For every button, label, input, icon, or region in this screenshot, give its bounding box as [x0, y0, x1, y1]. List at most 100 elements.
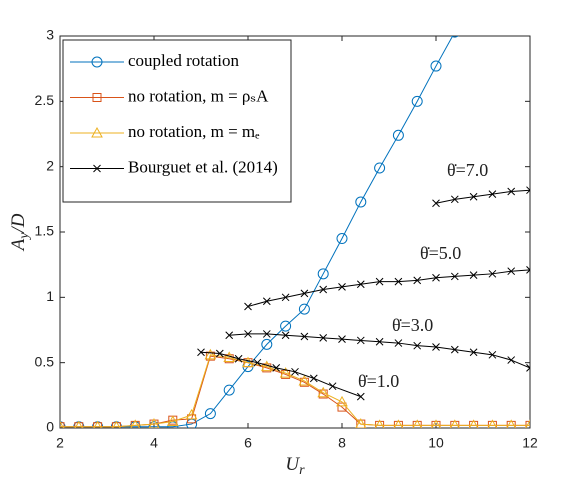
marker	[93, 164, 101, 173]
marker	[272, 364, 281, 372]
y-tick-label: 0	[46, 419, 54, 435]
y-label-rest: /D	[8, 213, 29, 233]
marker	[449, 419, 460, 428]
marker	[280, 320, 292, 332]
marker	[488, 350, 497, 359]
marker	[60, 420, 65, 428]
marker	[392, 129, 404, 141]
y-tick-label: 2	[46, 157, 54, 173]
marker	[298, 303, 310, 315]
marker	[488, 269, 497, 278]
marker	[412, 419, 423, 428]
marker	[244, 330, 252, 338]
annotation: θ̇=5.0	[420, 243, 461, 263]
marker	[413, 276, 422, 285]
marker	[488, 190, 497, 198]
marker	[291, 367, 299, 376]
marker	[525, 419, 530, 428]
marker	[309, 374, 318, 383]
legend-label: coupled rotation	[128, 51, 239, 70]
marker	[374, 419, 385, 428]
marker	[112, 420, 121, 428]
marker	[355, 196, 367, 208]
marker	[298, 374, 311, 386]
x-tick-label: 12	[522, 435, 538, 451]
marker	[432, 273, 440, 282]
marker	[91, 56, 103, 68]
marker	[148, 418, 160, 428]
marker	[262, 297, 271, 306]
marker	[356, 336, 365, 345]
y-tick-label: 0.5	[35, 353, 55, 369]
marker	[375, 277, 384, 286]
marker	[204, 348, 217, 360]
marker	[356, 392, 365, 401]
marker	[130, 419, 141, 428]
marker	[338, 283, 346, 291]
y-label-base: A	[8, 238, 29, 252]
marker	[261, 338, 273, 350]
y-tick-label: 3	[46, 27, 54, 43]
marker	[185, 408, 198, 420]
marker	[244, 302, 252, 311]
marker	[355, 418, 367, 428]
marker	[91, 126, 103, 138]
marker	[93, 420, 102, 428]
marker	[432, 343, 440, 351]
marker	[148, 421, 160, 428]
plot-area	[60, 36, 530, 428]
marker	[262, 330, 271, 338]
marker	[430, 60, 442, 72]
marker	[507, 267, 516, 276]
marker	[317, 386, 330, 398]
marker	[450, 272, 459, 281]
marker	[469, 192, 478, 201]
marker	[469, 271, 478, 279]
series-line	[60, 36, 454, 428]
x-tick-label: 4	[150, 435, 158, 451]
annotation: θ̇=3.0	[392, 315, 433, 335]
marker	[319, 285, 328, 294]
x-tick-label: 2	[56, 435, 64, 451]
marker	[300, 332, 309, 341]
marker	[215, 349, 224, 358]
marker	[197, 348, 205, 357]
marker	[356, 280, 365, 289]
marker	[506, 419, 517, 428]
x-tick-label: 6	[244, 435, 252, 451]
marker	[468, 419, 479, 428]
marker	[431, 419, 441, 428]
legend-label: no rotation, m = ρₛA	[128, 86, 269, 105]
marker	[450, 195, 459, 204]
marker	[374, 162, 386, 174]
marker	[223, 384, 235, 396]
y-label-sub: y	[17, 232, 32, 241]
y-tick-label: 2.5	[35, 92, 55, 108]
marker	[92, 93, 102, 102]
x-tick-label: 8	[338, 435, 346, 451]
marker	[450, 36, 459, 38]
marker	[526, 364, 530, 372]
marker	[507, 187, 516, 196]
marker	[375, 337, 384, 346]
marker	[281, 293, 290, 302]
marker	[225, 331, 234, 340]
marker	[204, 408, 216, 420]
y-tick-label: 1.5	[35, 223, 55, 239]
legend-label: Bourguet et al. (2014)	[128, 157, 278, 176]
marker	[487, 419, 498, 428]
marker	[234, 354, 243, 363]
y-tick-label: 1	[46, 288, 54, 304]
x-label-sub: r	[299, 463, 305, 478]
legend: coupled rotation no rotation, m = ρₛA no r…	[62, 39, 292, 203]
marker	[74, 420, 83, 428]
marker	[411, 95, 423, 107]
marker	[281, 331, 290, 340]
x-label-base: U	[285, 454, 300, 475]
marker	[279, 367, 292, 378]
x-axis-label: Ur	[285, 454, 305, 478]
annotation: θ̇=1.0	[358, 371, 399, 391]
marker	[317, 268, 329, 280]
y-axis-label: Ay/D	[8, 213, 32, 252]
